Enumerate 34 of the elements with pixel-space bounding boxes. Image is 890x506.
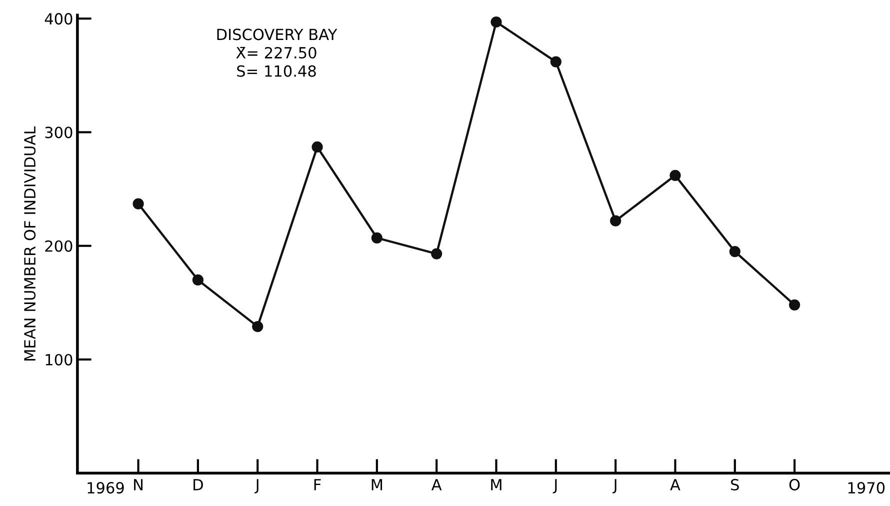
x-tick-label: A (431, 479, 442, 490)
x-tick-label: J (612, 479, 616, 494)
x-tick-label: J (254, 479, 258, 494)
y-tick-label: 200 (45, 240, 72, 252)
point (431, 248, 442, 260)
x-tick-label: A (670, 479, 680, 490)
point (252, 320, 264, 332)
point (490, 16, 502, 28)
x-tick-label: D (194, 479, 203, 490)
point (312, 141, 323, 153)
y-axis-title: MEAN NUMBER OF INDIVIDUAL (24, 126, 36, 361)
x-tick-label: M (372, 479, 382, 490)
point (670, 170, 681, 181)
x-tick-label: S (731, 478, 739, 490)
y-tick-label: 100 (46, 354, 72, 366)
text: 1969 (88, 482, 124, 494)
y-tick-label: 300 (45, 126, 72, 138)
point (788, 299, 800, 310)
x-tick-label: O (789, 478, 800, 490)
text: DISCOVERY BAY (217, 28, 338, 40)
annotation: X̄= 227.50 (236, 46, 316, 59)
y-tick-label: 400 (44, 13, 72, 25)
x-tick-label: J (552, 479, 557, 494)
point (132, 198, 144, 210)
x-tick-label: N (134, 479, 142, 490)
text: 1970 (848, 482, 885, 494)
point (550, 56, 562, 68)
point (729, 246, 740, 258)
x-tick-label: F (314, 479, 321, 490)
annotation: S= 110.48 (237, 65, 316, 77)
point (192, 274, 204, 286)
x-tick-label: M (491, 479, 502, 490)
point (371, 232, 382, 244)
point (610, 215, 622, 226)
